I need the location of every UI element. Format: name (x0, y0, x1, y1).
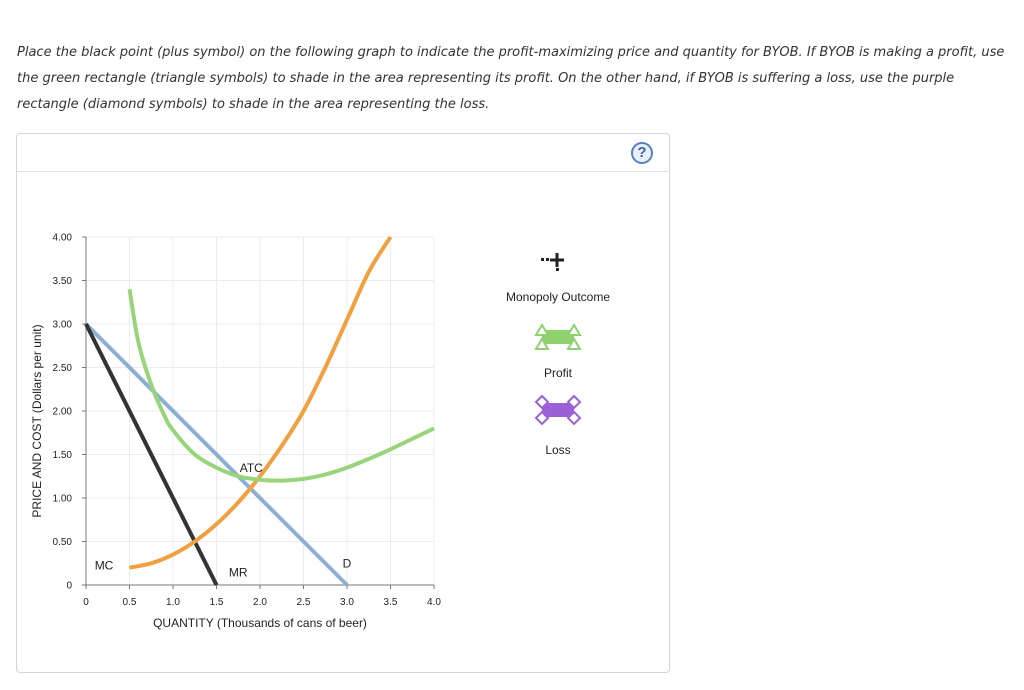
curve-d (84, 322, 349, 587)
graph-panel: ? 0 0.50 1.00 1.50 2.00 2.50 3.00 3.50 4.00 0 0.5 1… (16, 133, 670, 673)
curve-label-atc: ATC (240, 461, 263, 475)
axes (82, 236, 435, 589)
loss-rectangle-icon[interactable] (534, 394, 582, 426)
grid (86, 236, 435, 585)
panel-header-divider (17, 171, 669, 172)
curves (84, 235, 435, 587)
curve-label-d: D (343, 557, 352, 571)
help-button[interactable]: ? (631, 142, 653, 164)
y-tick-label: 2.00 (53, 407, 73, 418)
legend-monopoly-outcome[interactable]: Monopoly Outcome (506, 253, 610, 304)
curve-atc (127, 288, 435, 483)
y-tick-label: 1.50 (53, 450, 73, 461)
x-tick-label: 4.0 (427, 597, 441, 608)
legend-profit-label: Profit (544, 366, 573, 380)
x-tick-label: 3.0 (340, 597, 354, 608)
y-tick-label: 0 (66, 581, 72, 592)
instructions-text: Place the black point (plus symbol) on t… (17, 45, 1005, 112)
legend-loss[interactable]: Loss (534, 394, 582, 457)
legend-monopoly-outcome-label: Monopoly Outcome (506, 290, 610, 304)
chart: 0 0.50 1.00 1.50 2.00 2.50 3.00 3.50 4.00 0 0.5 1.0… (30, 233, 610, 631)
y-tick-label: 0.50 (53, 537, 73, 548)
legend-loss-label: Loss (545, 443, 570, 457)
profit-rectangle-icon[interactable] (534, 323, 582, 350)
x-tick-label: 2.0 (253, 597, 267, 608)
y-tick-label: 2.50 (53, 363, 73, 374)
x-tick-label: 2.5 (297, 597, 311, 608)
legend-profit[interactable]: Profit (534, 323, 582, 380)
y-tick-label: 3.50 (53, 276, 73, 287)
curve-labels: D MR MC ATC (95, 461, 352, 579)
x-tick-label: 3.5 (384, 597, 398, 608)
x-axis-title: QUANTITY (Thousands of cans of beer) (153, 616, 367, 630)
y-tick-label: 4.00 (53, 233, 73, 244)
x-tick-label: 1.0 (166, 597, 180, 608)
curve-label-mc: MC (95, 558, 114, 572)
curve-mc (129, 235, 393, 570)
y-axis-title: PRICE AND COST (Dollars per unit) (30, 324, 44, 517)
plus-icon[interactable] (541, 253, 564, 271)
x-tick-label: 0.5 (123, 597, 137, 608)
y-tick-label: 3.00 (53, 320, 73, 331)
x-tick-label: 1.5 (210, 597, 224, 608)
y-tick-label: 1.00 (53, 494, 73, 505)
tick-labels: 0 0.50 1.00 1.50 2.00 2.50 3.00 3.50 4.00 0 0.5 1.0… (53, 233, 442, 609)
x-tick-label: 0 (83, 597, 89, 608)
curve-label-mr: MR (229, 565, 248, 579)
